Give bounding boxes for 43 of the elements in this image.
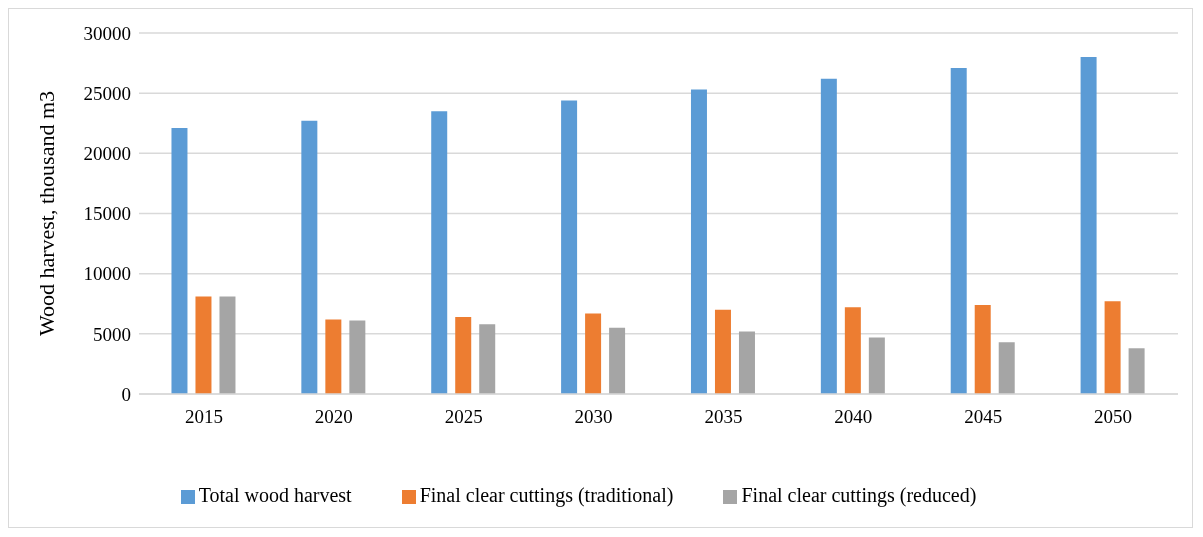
- y-tick-label: 30000: [83, 22, 131, 44]
- legend-label: Total wood harvest: [198, 484, 352, 506]
- y-tick-label: 15000: [83, 203, 131, 225]
- bar: [431, 111, 448, 394]
- y-tick-label: 0: [121, 383, 131, 405]
- bar: [1104, 301, 1121, 394]
- y-tick-label: 20000: [83, 143, 131, 165]
- bar: [479, 324, 496, 394]
- bar: [609, 327, 626, 394]
- bar: [171, 128, 188, 394]
- y-tick-label: 25000: [83, 82, 131, 104]
- legend-label: Final clear cuttings (reduced): [741, 484, 977, 506]
- bar: [974, 304, 991, 394]
- bar: [844, 307, 861, 394]
- x-tick-label: 2040: [834, 406, 873, 428]
- y-axis-title: Wood harvest, thousand m3: [33, 90, 59, 337]
- bar: [195, 296, 212, 394]
- x-tick-label: 2015: [184, 406, 223, 428]
- bar: [1128, 348, 1145, 394]
- bar: [561, 100, 578, 394]
- x-tick-label: 2050: [1094, 406, 1133, 428]
- bar: [219, 296, 236, 394]
- bar: [820, 78, 837, 394]
- bar: [301, 120, 318, 394]
- bar: [690, 89, 707, 394]
- bar: [349, 320, 366, 394]
- bar: [455, 316, 472, 394]
- x-tick-label: 2045: [964, 406, 1003, 428]
- bar: [868, 337, 885, 394]
- bar: [738, 331, 755, 394]
- bar: [1080, 57, 1097, 394]
- x-tick-label: 2035: [704, 406, 743, 428]
- bar: [325, 319, 342, 394]
- y-tick-label: 10000: [83, 263, 131, 285]
- legend-label: Final clear cuttings (traditional): [419, 484, 674, 506]
- x-tick-label: 2025: [444, 406, 483, 428]
- bar: [714, 309, 731, 394]
- bar: [998, 342, 1015, 394]
- x-tick-label: 2030: [574, 406, 613, 428]
- bar: [585, 313, 602, 394]
- x-tick-label: 2020: [314, 406, 353, 428]
- bar: [950, 67, 967, 394]
- y-tick-label: 5000: [93, 323, 131, 345]
